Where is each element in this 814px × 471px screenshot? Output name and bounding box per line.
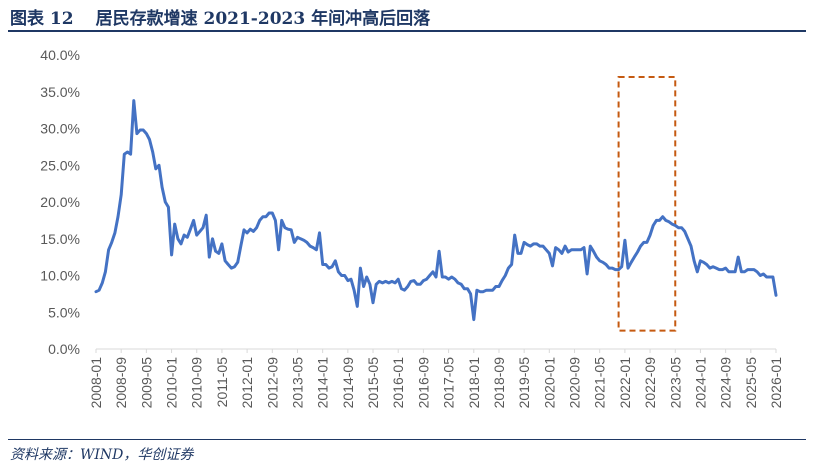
- x-tick-label: 2009-05: [138, 357, 154, 409]
- x-tick-label: 2014-09: [340, 357, 356, 409]
- x-tick-label: 2019-05: [516, 357, 532, 409]
- x-tick-label: 2017-05: [441, 357, 457, 409]
- x-tick-label: 2014-01: [315, 357, 331, 409]
- x-tick-label: 2020-01: [541, 357, 557, 409]
- x-tick-label: 2018-01: [466, 357, 482, 409]
- series-line: [94, 99, 778, 322]
- x-tick-label: 2024-01: [692, 357, 708, 409]
- x-tick-label: 2018-09: [491, 357, 507, 409]
- figure-label: 图表 12: [10, 9, 74, 29]
- x-axis: 2008-01 2008-09 2009-05 2010-01 2010-09 2011-…: [88, 348, 784, 409]
- x-tick-label: 2022-09: [642, 357, 658, 409]
- x-tick-label: 2022-01: [617, 357, 633, 409]
- chart-title: 图表 12 居民存款增速 2021-2023 年间冲高后回落: [10, 4, 430, 29]
- figure-title: 居民存款增速 2021-2023 年间冲高后回落: [95, 9, 431, 29]
- y-tick-label: 25.0%: [40, 157, 80, 173]
- x-tick-label: 2013-05: [289, 357, 305, 409]
- x-tick-label: 2008-09: [113, 357, 129, 409]
- y-tick-label: 5.0%: [48, 304, 80, 320]
- y-tick-label: 30.0%: [40, 121, 80, 137]
- x-tick-label: 2016-09: [415, 357, 431, 409]
- x-tick-label: 2023-05: [667, 357, 683, 409]
- plot-area: [94, 76, 778, 332]
- y-tick-label: 0.0%: [48, 341, 80, 357]
- x-tick-label: 2026-01: [768, 357, 784, 409]
- x-tick-label: 2008-01: [88, 357, 104, 409]
- x-tick-label: 2015-05: [365, 357, 381, 409]
- y-tick-label: 35.0%: [40, 84, 80, 100]
- x-tick-label: 2012-09: [264, 357, 280, 409]
- x-tick-label: 2024-09: [718, 357, 734, 409]
- x-tick-label: 2020-09: [567, 357, 583, 409]
- y-axis: 0.0% 5.0% 10.0% 15.0% 20.0% 25.0% 30.0% 35.0% 40…: [40, 47, 80, 357]
- y-tick-label: 40.0%: [40, 47, 80, 63]
- x-tick-label: 2010-01: [164, 357, 180, 409]
- x-tick-label: 2012-01: [239, 357, 255, 409]
- x-tick-label: 2010-09: [189, 357, 205, 409]
- x-tick-label: 2011-05: [214, 357, 230, 408]
- x-tick-label: 2021-05: [592, 357, 608, 409]
- highlight-box: [617, 76, 677, 332]
- y-tick-label: 10.0%: [40, 268, 80, 284]
- x-tick-label: 2025-05: [743, 357, 759, 409]
- title-rule: [8, 30, 806, 32]
- source-rule: [8, 439, 806, 440]
- y-tick-label: 15.0%: [40, 231, 80, 247]
- source-note: 资料来源：WIND，华创证券: [10, 447, 194, 463]
- x-tick-label: 2016-01: [390, 357, 406, 409]
- y-tick-label: 20.0%: [40, 194, 80, 210]
